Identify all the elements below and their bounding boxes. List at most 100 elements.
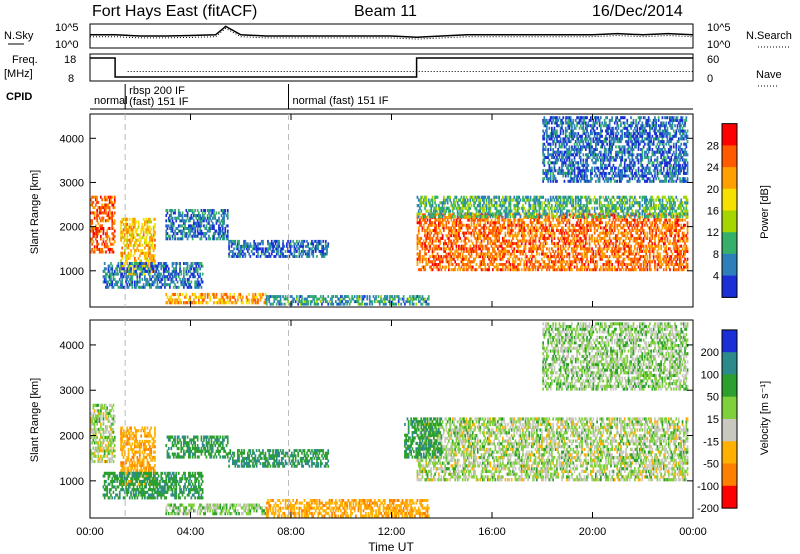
data-cell — [159, 262, 161, 265]
data-cell — [446, 198, 449, 202]
data-cell — [495, 255, 498, 259]
data-cell — [219, 221, 222, 225]
data-cell — [444, 212, 446, 216]
data-cell — [571, 231, 573, 235]
data-cell — [644, 255, 646, 259]
data-cell — [150, 254, 152, 258]
data-cell — [259, 247, 262, 251]
data-cell — [512, 213, 514, 217]
data-cell — [199, 219, 201, 223]
data-cell — [558, 268, 561, 272]
data-cell — [141, 267, 144, 271]
data-cell — [557, 242, 559, 246]
data-cell — [123, 269, 126, 273]
data-cell — [415, 297, 418, 301]
data-cell — [644, 234, 646, 238]
data-cell — [431, 223, 434, 227]
data-cell — [485, 252, 488, 256]
data-cell — [652, 226, 655, 230]
data-cell — [536, 244, 538, 248]
data-cell — [108, 195, 111, 199]
data-cell — [680, 244, 683, 248]
data-cell — [196, 277, 199, 281]
data-cell — [611, 265, 613, 269]
data-cell — [665, 229, 668, 232]
data-cell — [375, 295, 377, 298]
data-cell — [564, 218, 567, 222]
data-cell — [654, 247, 656, 251]
data-cell — [664, 255, 666, 259]
data-cell — [630, 216, 632, 219]
data-cell — [581, 263, 583, 266]
data-cell — [190, 216, 193, 220]
data-cell — [171, 219, 174, 223]
data-cell — [525, 255, 528, 259]
data-cell — [136, 280, 139, 284]
data-cell — [450, 268, 453, 272]
data-cell — [546, 268, 548, 272]
data-cell — [586, 257, 588, 261]
data-cell — [111, 219, 114, 223]
data-cell — [205, 301, 208, 305]
data-cell — [487, 195, 489, 199]
data-cell — [407, 297, 410, 301]
data-cell — [116, 272, 119, 276]
data-cell — [419, 223, 421, 227]
data-cell — [493, 223, 495, 227]
data-cell — [229, 239, 232, 243]
data-cell — [127, 238, 130, 242]
data-cell — [525, 216, 528, 219]
data-cell — [435, 195, 438, 199]
data-cell — [641, 223, 644, 227]
data-cell — [105, 234, 107, 238]
data-cell — [579, 252, 582, 256]
data-cell — [577, 244, 580, 248]
data-cell — [111, 214, 114, 217]
data-cell — [448, 206, 450, 210]
data-cell — [444, 249, 446, 253]
data-cell — [514, 226, 517, 230]
data-cell — [660, 218, 662, 222]
data-cell — [626, 223, 629, 227]
data-cell — [626, 234, 629, 238]
data-cell — [190, 264, 193, 268]
data-cell — [108, 216, 111, 220]
data-cell — [313, 297, 316, 301]
data-cell — [211, 221, 214, 225]
data-cell — [583, 234, 586, 238]
data-cell — [464, 242, 467, 246]
data-cell — [539, 236, 542, 240]
data-cell — [612, 242, 615, 246]
data-cell — [502, 223, 504, 227]
data-cell — [608, 226, 611, 230]
data-cell — [590, 236, 592, 240]
data-cell — [484, 212, 487, 216]
data-cell — [488, 255, 490, 259]
data-cell — [636, 218, 639, 222]
data-cell — [593, 263, 596, 266]
data-cell — [528, 265, 531, 269]
data-cell — [558, 239, 561, 243]
data-cell — [493, 195, 495, 199]
data-cell — [107, 269, 110, 273]
data-cell — [617, 257, 620, 261]
data-cell — [522, 234, 524, 238]
data-cell — [646, 257, 649, 261]
data-cell — [90, 237, 92, 241]
data-cell — [262, 250, 264, 253]
data-cell — [128, 262, 131, 265]
data-cell — [616, 223, 619, 227]
data-cell — [220, 295, 223, 299]
data-cell — [210, 214, 213, 218]
data-cell — [323, 247, 326, 251]
data-cell — [137, 262, 140, 265]
data-cell — [385, 302, 387, 306]
data-cell — [345, 300, 347, 304]
data-cell — [103, 277, 106, 281]
data-cell — [586, 229, 588, 232]
data-cell — [657, 229, 660, 232]
data-cell — [166, 295, 169, 299]
data-cell — [498, 252, 500, 256]
data-cell — [190, 214, 193, 218]
data-cell — [435, 229, 438, 232]
